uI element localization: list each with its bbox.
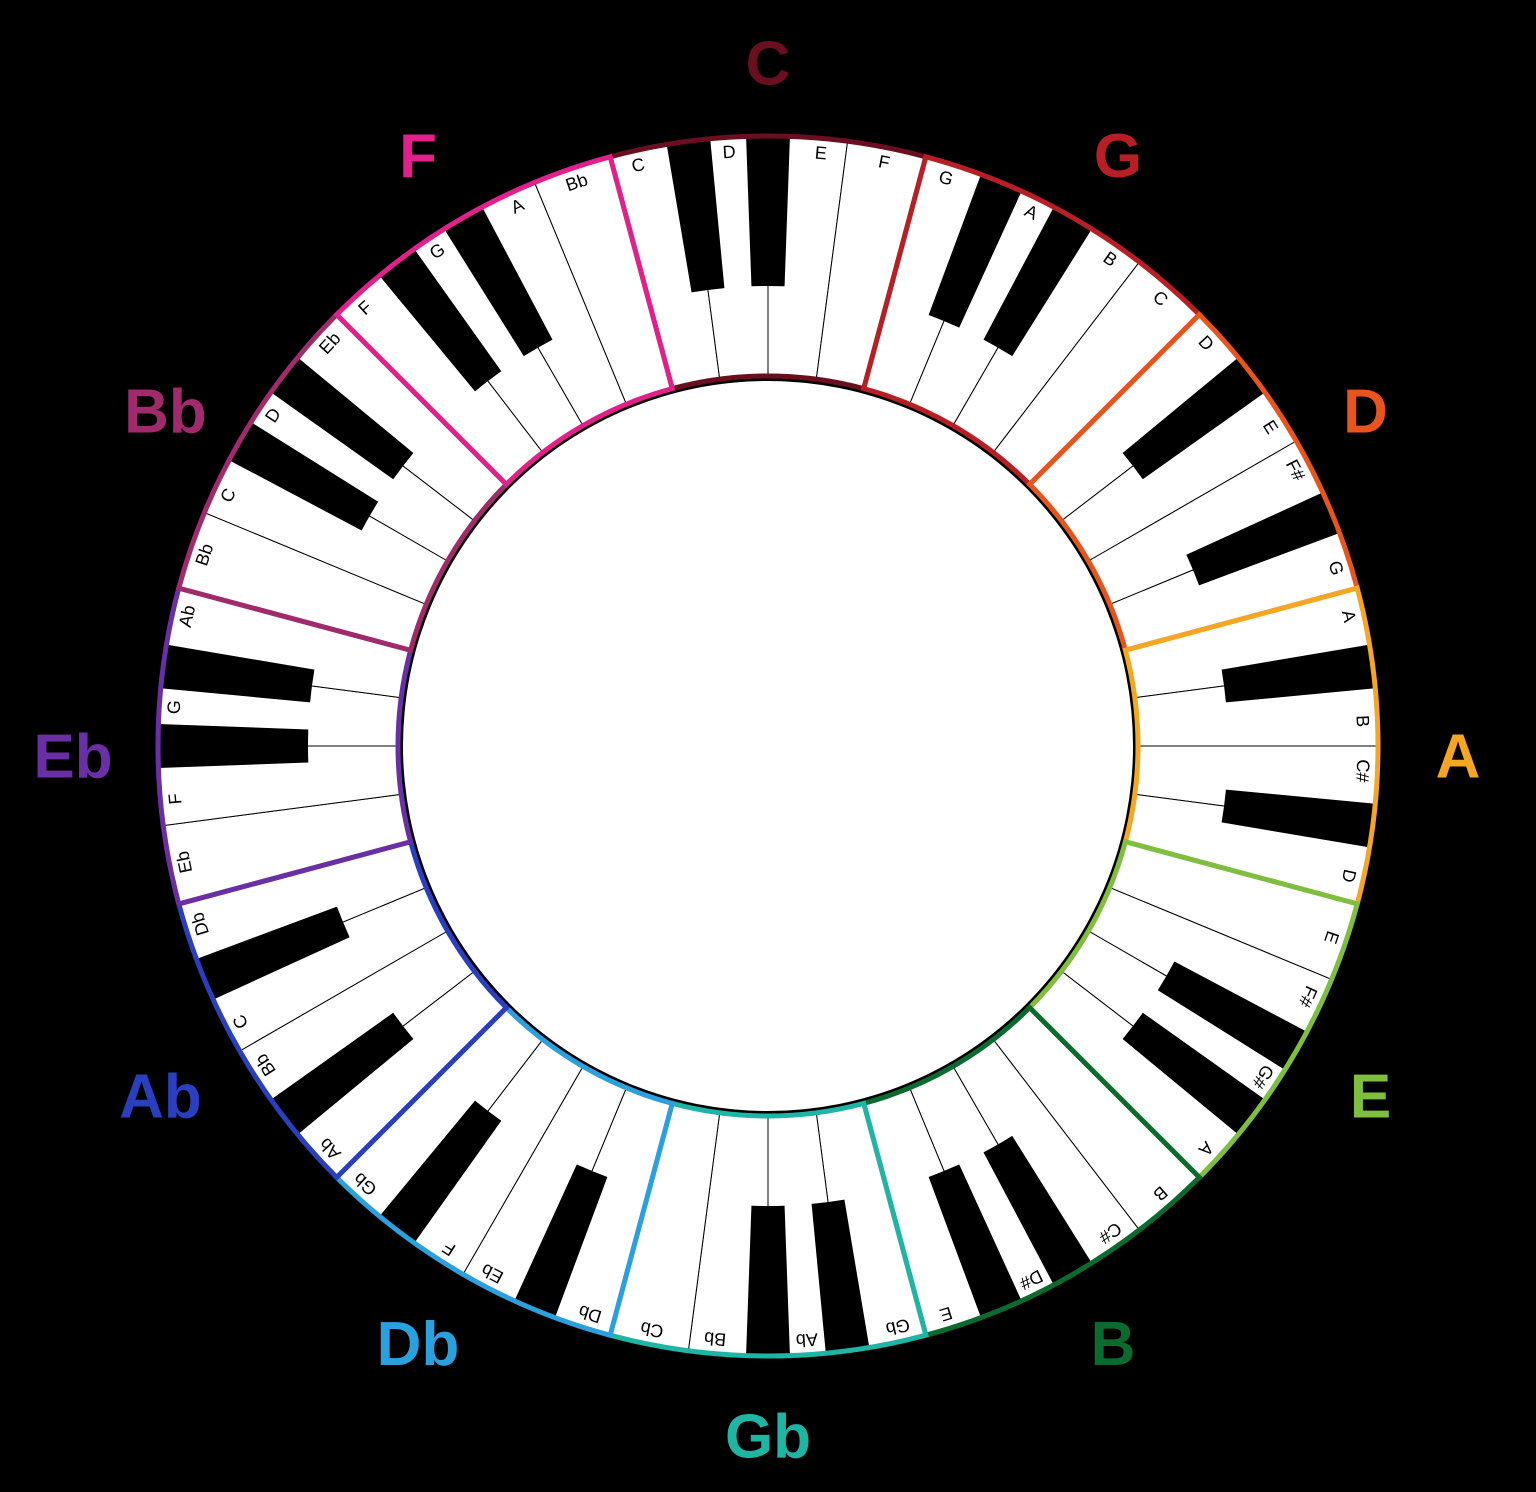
note-label: G [164, 699, 185, 714]
black-key [158, 724, 308, 768]
note-label: B [1352, 715, 1372, 728]
note-label: D [722, 142, 736, 163]
key-label-f: F [399, 122, 437, 191]
note-label: Eb [172, 849, 196, 875]
note-label: E [814, 143, 828, 164]
key-label-b: B [1091, 1310, 1136, 1379]
note-label: F [165, 793, 186, 806]
note-label: Ab [795, 1329, 818, 1350]
note-label: C# [1352, 759, 1373, 783]
circle-of-fifths-diagram: CCDEFGGABCDDEF#GAABC#DEEF#G#ABBC#D#EGbGb… [0, 0, 1536, 1492]
inner-circle [403, 381, 1133, 1111]
black-key [746, 1206, 790, 1356]
note-label: Bb [703, 1328, 727, 1350]
key-label-c: C [746, 29, 791, 98]
key-label-bb: Bb [124, 377, 207, 446]
key-label-g: G [1094, 122, 1142, 191]
black-key [746, 136, 790, 286]
key-label-gb: Gb [725, 1402, 811, 1471]
key-label-db: Db [377, 1310, 460, 1379]
key-label-eb: Eb [33, 722, 112, 791]
key-label-e: E [1350, 1062, 1391, 1131]
key-label-d: D [1343, 377, 1388, 446]
key-label-a: A [1436, 722, 1481, 791]
key-label-ab: Ab [119, 1062, 202, 1131]
